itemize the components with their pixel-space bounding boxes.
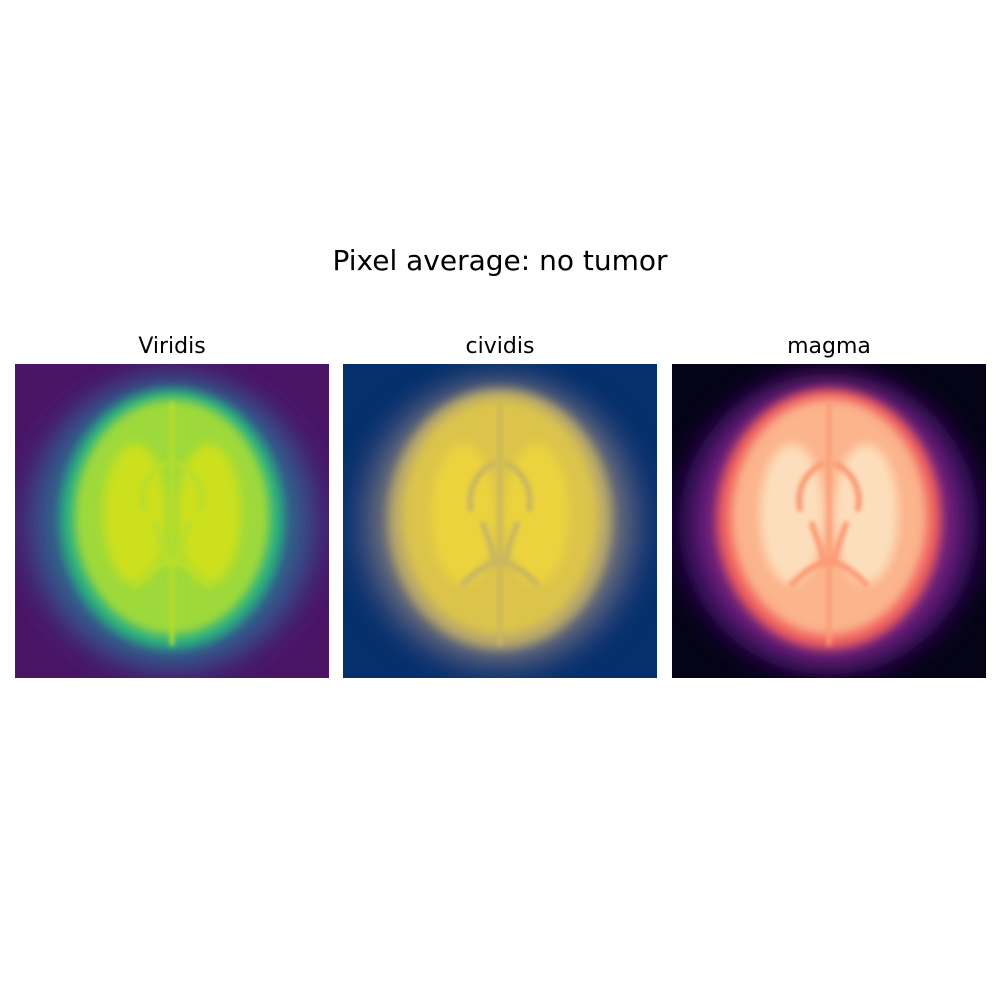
brain-average-image	[343, 364, 657, 678]
ventricle-structures	[132, 402, 212, 646]
panel-cividis: cividis	[343, 334, 657, 678]
left-hemisphere-core	[103, 444, 167, 584]
brain-average-image	[672, 364, 986, 678]
brain-average-image-magma	[672, 364, 986, 678]
panel-title: cividis	[465, 334, 535, 359]
panel-title: Viridis	[138, 334, 206, 359]
right-hemisphere-core	[834, 444, 898, 584]
panel-viridis: Viridis	[15, 334, 329, 678]
ventricle-structures	[789, 402, 869, 646]
ventricle-structures	[460, 402, 540, 646]
panel-magma: magma	[672, 334, 986, 678]
brain-average-image-cividis	[343, 364, 657, 678]
brain-average-image	[15, 364, 329, 678]
figure-title: Pixel average: no tumor	[332, 244, 668, 277]
right-hemisphere-core	[177, 444, 241, 584]
panel-title: magma	[787, 334, 871, 359]
left-hemisphere-core	[431, 444, 495, 584]
right-hemisphere-core	[505, 444, 569, 584]
left-hemisphere-core	[760, 444, 824, 584]
brain-average-image-viridis	[15, 364, 329, 678]
